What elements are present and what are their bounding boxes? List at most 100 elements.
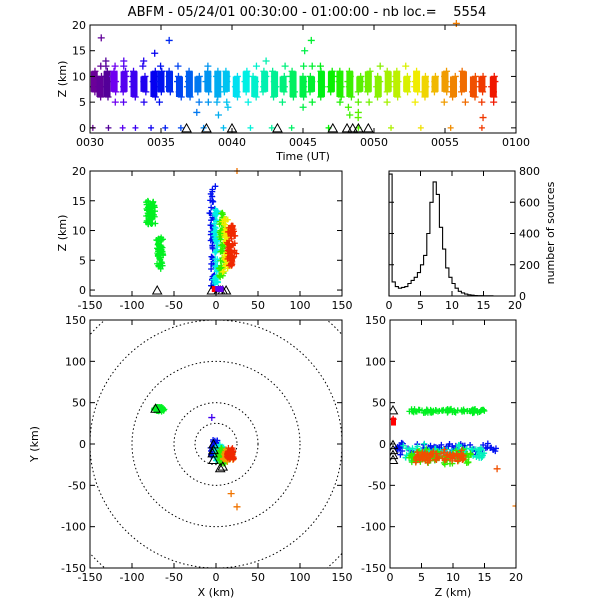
source-mark	[228, 235, 235, 242]
ground-source	[211, 286, 217, 293]
source-mark	[252, 62, 260, 70]
source-mark	[443, 67, 451, 75]
plan-view-axes: -150 -100 -50 0 50 100 150 -150 -100 -50 0 50 100 150	[61, 314, 352, 584]
source-mark	[317, 78, 325, 86]
source-mark	[150, 198, 157, 205]
source-mark	[392, 83, 400, 91]
x-tick-label: 0040	[218, 136, 246, 149]
source-mark	[157, 242, 164, 249]
station-marker	[390, 444, 399, 455]
source-mark	[226, 240, 233, 247]
source-mark	[224, 216, 231, 223]
source-mark	[488, 83, 496, 91]
source-mark	[140, 57, 148, 65]
stroke-marker	[327, 122, 339, 133]
x-height-sources	[143, 168, 240, 295]
source-mark	[219, 248, 226, 255]
source-mark	[218, 210, 225, 217]
source-mark	[272, 83, 280, 91]
y-tick-label: -100	[61, 521, 86, 534]
source-mark	[142, 88, 150, 96]
source-mark	[308, 78, 316, 86]
source-mark	[102, 72, 110, 80]
y-tick-label: 150	[65, 314, 86, 327]
source-mark	[177, 124, 184, 131]
source-mark	[204, 62, 212, 70]
source-mark	[224, 103, 232, 111]
source-mark	[403, 83, 411, 91]
source-mark	[205, 88, 213, 96]
x-tick-label: 0055	[431, 136, 459, 149]
ground-source	[215, 286, 221, 293]
source-mark	[174, 78, 182, 86]
height-y-sources	[390, 404, 516, 510]
x-height-ylabel: Z (km)	[56, 215, 69, 252]
source-mark	[155, 262, 162, 269]
source-mark	[403, 72, 411, 80]
x-tick-label: 50	[251, 571, 265, 584]
source-mark	[460, 407, 467, 414]
x-tick-label: 10	[446, 571, 460, 584]
source-mark	[91, 67, 99, 75]
source-mark	[222, 67, 230, 75]
source-mark	[441, 446, 448, 453]
source-mark	[345, 67, 353, 75]
height-y-xlabel: Z (km)	[435, 586, 472, 599]
time-height-sources	[89, 19, 499, 133]
source-mark	[102, 83, 110, 91]
source-mark	[103, 67, 111, 75]
source-mark	[281, 62, 289, 70]
source-mark	[194, 88, 202, 96]
source-column	[478, 76, 486, 92]
source-mark	[213, 72, 221, 80]
source-mark	[158, 406, 165, 413]
source-mark	[440, 98, 448, 106]
height-y-frame	[389, 319, 517, 569]
source-mark	[383, 98, 391, 106]
source-mark	[97, 34, 105, 42]
source-mark	[327, 88, 335, 96]
x-tick-label: -50	[165, 299, 183, 312]
source-mark	[449, 78, 457, 86]
source-mark	[411, 78, 419, 86]
height-y-panel: 0 5 10 15 20 -150 -100 -50 0 50 100 150 Z (km)	[361, 314, 523, 599]
source-mark	[471, 83, 479, 91]
source-mark	[421, 440, 428, 447]
x-tick-label: 0100	[502, 136, 530, 149]
source-mark	[392, 72, 400, 80]
source-mark	[210, 198, 217, 205]
x-tick-label: 0035	[147, 136, 175, 149]
source-mark	[211, 232, 218, 239]
source-mark	[316, 62, 324, 70]
source-mark	[230, 226, 237, 233]
range-ring	[173, 402, 259, 486]
plan-view-ylabel: Y (km)	[28, 426, 41, 463]
source-mark	[344, 103, 352, 111]
source-mark	[206, 210, 213, 217]
source-mark	[210, 276, 217, 283]
x-tick-label: 150	[332, 571, 353, 584]
y-tick-label: -100	[361, 521, 386, 534]
source-mark	[119, 124, 126, 131]
source-mark	[308, 62, 316, 70]
source-mark	[97, 93, 105, 101]
source-mark	[479, 114, 487, 122]
source-mark	[335, 78, 343, 86]
source-mark	[162, 124, 169, 131]
x-tick-label: 50	[251, 299, 265, 312]
source-mark	[399, 447, 406, 454]
plan-view-sources	[150, 403, 241, 511]
source-mark	[468, 446, 475, 453]
source-mark	[202, 78, 210, 86]
source-mark	[153, 237, 160, 244]
source-mark	[354, 88, 362, 96]
source-mark	[461, 98, 469, 106]
source-mark	[280, 72, 288, 80]
source-mark	[151, 213, 158, 220]
y-tick-label: 5	[79, 96, 86, 109]
source-mark	[177, 93, 185, 101]
y-tick-label: 50	[372, 397, 386, 410]
source-mark	[365, 98, 373, 106]
source-mark	[433, 457, 440, 464]
time-height-axes: 0030 0035 0040 0045 0050 0055 0100 0 5 10 15 20	[72, 19, 530, 149]
